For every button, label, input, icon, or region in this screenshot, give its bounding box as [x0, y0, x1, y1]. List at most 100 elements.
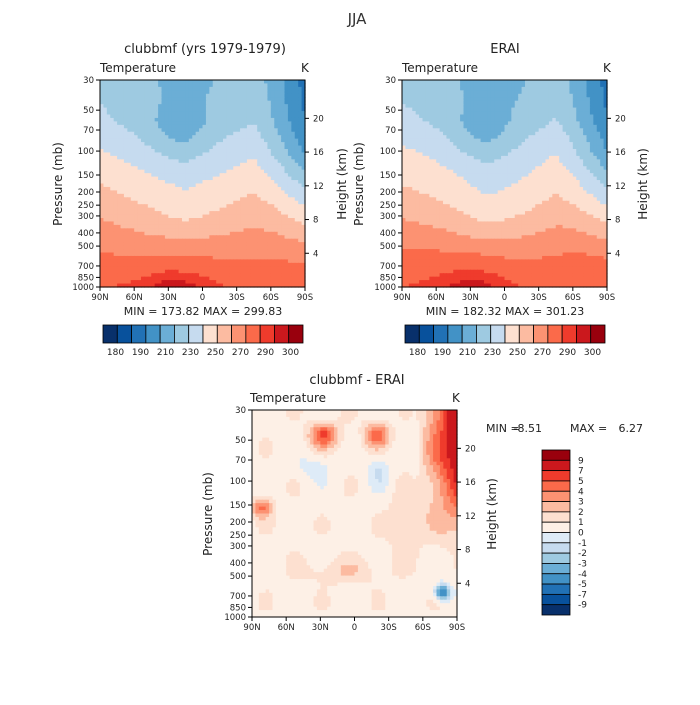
panel-model-cell — [182, 194, 186, 198]
panel-model-cell — [213, 187, 217, 191]
panel-model-cell — [192, 104, 196, 108]
panel-model-cell — [213, 232, 217, 236]
panel-model-cell — [271, 253, 275, 257]
panel-reanalysis-cell — [443, 111, 447, 115]
panel-reanalysis-cell — [505, 80, 509, 84]
panel-model-cell — [100, 190, 104, 194]
panel-model-cell — [230, 225, 234, 229]
panel-model-cell — [240, 170, 244, 174]
panel-reanalysis-cell — [433, 104, 437, 108]
panel-reanalysis-cell — [583, 90, 587, 94]
panel-model-cell — [209, 253, 213, 257]
panel-model-cell — [281, 277, 285, 281]
panel-model-cell — [189, 159, 193, 163]
panel-model-cell — [148, 215, 152, 219]
panel-model-cell — [233, 232, 237, 236]
panel-model-cell — [230, 246, 234, 250]
panel-model-cell — [295, 104, 299, 108]
panel-reanalysis-cell — [532, 108, 536, 112]
panel-model-cell — [131, 201, 135, 205]
panel-model-cell — [151, 118, 155, 122]
panel-model-cell — [192, 253, 196, 257]
panel-model-cell — [274, 201, 278, 205]
panel-model-cell — [285, 225, 289, 229]
panel-model-cell — [223, 277, 227, 281]
panel-model-cell — [203, 215, 207, 219]
panel-reanalysis-cell — [583, 108, 587, 112]
panel-reanalysis-cell — [515, 104, 519, 108]
panel-model-cell — [199, 280, 203, 284]
panel-model-cell — [107, 266, 111, 270]
panel-model-cell — [223, 146, 227, 150]
panel-model-cell — [179, 156, 183, 160]
panel-reanalysis-cell — [532, 135, 536, 139]
panel-reanalysis-cell — [494, 97, 498, 101]
panel-model-cell — [233, 190, 237, 194]
panel-reanalysis-cell — [429, 115, 433, 119]
panel-model-colorbar-box — [103, 325, 117, 343]
panel-model-cell — [209, 111, 213, 115]
panel-model-cell — [110, 173, 114, 177]
panel-reanalysis-cell — [429, 135, 433, 139]
panel-reanalysis-cell — [484, 104, 488, 108]
panel-model-cell — [189, 111, 193, 115]
panel-model-cell — [223, 246, 227, 250]
panel-model-cell — [213, 108, 217, 112]
panel-reanalysis-cell — [597, 90, 601, 94]
panel-model-cell — [138, 111, 142, 115]
panel-model-cell — [158, 253, 162, 257]
panel-model-cell — [107, 111, 111, 115]
panel-model-cell — [192, 87, 196, 91]
panel-model-cell — [138, 80, 142, 84]
panel-reanalysis-cell — [402, 101, 406, 105]
panel-reanalysis-cell — [535, 121, 539, 125]
panel-model-cell — [148, 121, 152, 125]
panel-model-cell — [271, 135, 275, 139]
panel-model-cell — [131, 146, 135, 150]
panel-model-cell — [254, 149, 258, 153]
panel-model-cell — [148, 132, 152, 136]
panel-model-cell — [117, 80, 121, 84]
panel-reanalysis-cell — [412, 94, 416, 98]
panel-reanalysis-cell — [470, 83, 474, 87]
panel-model-cell — [172, 80, 176, 84]
panel-model-cell — [138, 83, 142, 87]
panel-model-cell — [121, 239, 125, 243]
panel-model-cell — [158, 239, 162, 243]
panel-reanalysis-cell — [532, 142, 536, 146]
panel-model-cell — [254, 215, 258, 219]
panel-model-cell — [199, 270, 203, 274]
panel-model-cell — [117, 121, 121, 125]
panel-model-cell — [199, 232, 203, 236]
panel-reanalysis-cell — [501, 139, 505, 143]
panel-model-cell — [244, 135, 248, 139]
panel-model-cell — [162, 256, 166, 260]
panel-model-cell — [121, 104, 125, 108]
panel-reanalysis-cell — [511, 132, 515, 136]
panel-model-cell — [250, 277, 254, 281]
panel-model-cell — [220, 184, 224, 188]
panel-model-cell — [220, 177, 224, 181]
panel-model-cell — [244, 121, 248, 125]
panel-model-cell — [254, 90, 258, 94]
panel-model-cell — [261, 121, 265, 125]
panel-reanalysis-cell — [474, 104, 478, 108]
panel-model-cell — [220, 104, 224, 108]
panel-reanalysis-cell — [542, 139, 546, 143]
panel-model-cell — [199, 101, 203, 105]
panel-reanalysis-cell — [402, 142, 406, 146]
panel-model-cell — [127, 94, 131, 98]
panel-model-cell — [281, 83, 285, 87]
panel-model-cell — [264, 118, 268, 122]
panel-reanalysis-cell — [470, 104, 474, 108]
panel-reanalysis-cell — [573, 90, 577, 94]
panel-model-cell — [223, 242, 227, 246]
panel-model-cell — [179, 208, 183, 212]
panel-reanalysis-cell — [402, 94, 406, 98]
panel-model-cell — [189, 135, 193, 139]
panel-model-cell — [223, 239, 227, 243]
panel-model-cell — [100, 125, 104, 129]
panel-reanalysis-cell — [542, 135, 546, 139]
panel-model-cell — [261, 263, 265, 267]
panel-model-cell — [271, 190, 275, 194]
